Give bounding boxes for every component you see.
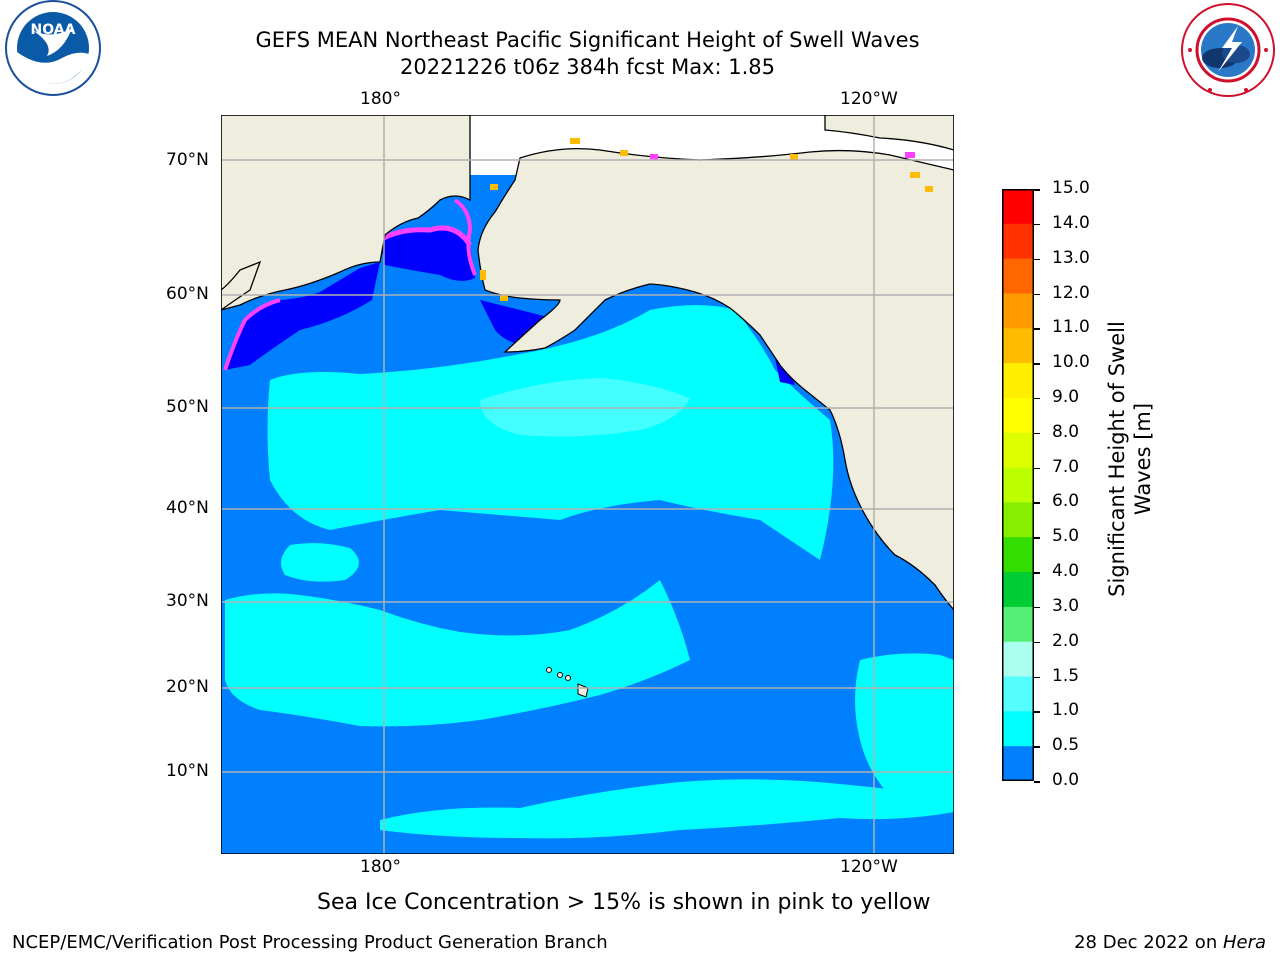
colorbar-tick-mark: [1034, 397, 1040, 400]
colorbar-tick-mark: [1034, 711, 1040, 713]
nws-logo-icon: [1178, 2, 1278, 102]
lat-label-50n: 50°N: [166, 397, 209, 417]
colorbar-tick-mark: [1034, 223, 1040, 226]
colorbar-segment: [1002, 537, 1034, 573]
colorbar-tick-mark: [1034, 606, 1040, 609]
colorbar-segment: [1002, 641, 1034, 678]
colorbar-segment: [1002, 328, 1034, 364]
lat-label-40n: 40°N: [166, 498, 209, 518]
sea-ice-zone: [223, 198, 795, 385]
colorbar-label: Significant Height of Swell Waves [m]: [1104, 289, 1156, 629]
colorbar-tick-mark: [1034, 432, 1040, 435]
colorbar-tick-label: 12.0: [1052, 282, 1090, 303]
colorbar-tick-mark: [1034, 746, 1040, 748]
colorbar-tick-mark: [1034, 189, 1040, 191]
colorbar-segment: [1002, 432, 1034, 469]
colorbar-tick-label: 1.5: [1052, 665, 1080, 686]
sea-ice-note: Sea Ice Concentration > 15% is shown in …: [317, 890, 931, 915]
footer-date-text: 28 Dec 2022 on: [1074, 932, 1223, 953]
colorbar-segment: [1002, 258, 1034, 294]
colorbar-segment: [1002, 467, 1034, 503]
colorbar-tick-label: 10.0: [1052, 352, 1090, 373]
noaa-logo-icon: NOAA: [2, 0, 104, 102]
colorbar-tick-mark: [1034, 293, 1040, 295]
footer-date: 28 Dec 2022 on Hera: [1074, 932, 1266, 953]
colorbar-tick-label: 9.0: [1052, 386, 1080, 407]
noaa-logo-text: NOAA: [31, 22, 76, 38]
colorbar-segment: [1002, 572, 1034, 608]
colorbar-segment: [1002, 746, 1034, 781]
colorbar-tick-mark: [1034, 328, 1040, 330]
colorbar-tick-mark: [1034, 467, 1040, 470]
colorbar-tick-label: 1.0: [1052, 700, 1080, 721]
lat-label-20n: 20°N: [166, 677, 209, 697]
colorbar-segment: [1002, 502, 1034, 538]
lat-label-60n: 60°N: [166, 284, 209, 304]
chart-title: GEFS MEAN Northeast Pacific Significant …: [255, 28, 920, 52]
colorbar-tick-mark: [1034, 781, 1040, 783]
colorbar-segment: [1002, 223, 1034, 260]
colorbar-segment: [1002, 397, 1034, 434]
footer-credit: NCEP/EMC/Verification Post Processing Pr…: [12, 932, 608, 953]
colorbar-tick-mark: [1034, 363, 1040, 365]
colorbar-tick-mark: [1034, 258, 1040, 261]
colorbar-segment: [1002, 711, 1034, 747]
colorbar-tick-label: 11.0: [1052, 317, 1090, 338]
lat-label-10n: 10°N: [166, 761, 209, 781]
top-lon-label-180: 180°: [360, 89, 401, 109]
colorbar-segment: [1002, 189, 1034, 225]
colorbar-tick-label: 13.0: [1052, 247, 1090, 268]
bottom-lon-label-180: 180°: [360, 857, 401, 877]
colorbar-tick-mark: [1034, 572, 1040, 574]
colorbar-segment: [1002, 293, 1034, 329]
colorbar-label-line1: Significant Height of Swell: [1105, 321, 1129, 597]
colorbar-tick-label: 14.0: [1052, 212, 1090, 233]
swell-height-map: [221, 115, 954, 854]
colorbar-segment: [1002, 363, 1034, 399]
colorbar-tick-label: 2.0: [1052, 630, 1080, 651]
colorbar-tick-mark: [1034, 537, 1040, 539]
footer-host: Hera: [1222, 932, 1266, 953]
colorbar-tick-label: 3.0: [1052, 595, 1080, 616]
colorbar-segment: [1002, 676, 1034, 712]
colorbar-tick-label: 6.0: [1052, 491, 1080, 512]
colorbar-tick-label: 8.0: [1052, 421, 1080, 442]
colorbar-tick-mark: [1034, 676, 1040, 678]
bottom-lon-label-120w: 120°W: [840, 857, 898, 877]
colorbar-tick-mark: [1034, 502, 1040, 504]
colorbar-tick-label: 7.0: [1052, 456, 1080, 477]
colorbar-segment: [1002, 606, 1034, 643]
graticule: [221, 115, 954, 854]
colorbar-tick-label: 0.0: [1052, 770, 1080, 790]
colorbar-tick-label: 0.5: [1052, 735, 1080, 756]
colorbar-label-line2: Waves [m]: [1131, 402, 1155, 516]
colorbar-tick-label: 15.0: [1052, 178, 1090, 198]
lat-label-70n: 70°N: [166, 150, 209, 170]
colorbar-tick-label: 5.0: [1052, 526, 1080, 547]
lat-label-30n: 30°N: [166, 591, 209, 611]
colorbar-tick-label: 4.0: [1052, 561, 1080, 582]
colorbar: [1002, 189, 1034, 781]
chart-subtitle: 20221226 t06z 384h fcst Max: 1.85: [400, 55, 775, 79]
top-lon-label-120w: 120°W: [840, 89, 898, 109]
colorbar-tick-mark: [1034, 641, 1040, 644]
land-masses: [221, 115, 954, 611]
